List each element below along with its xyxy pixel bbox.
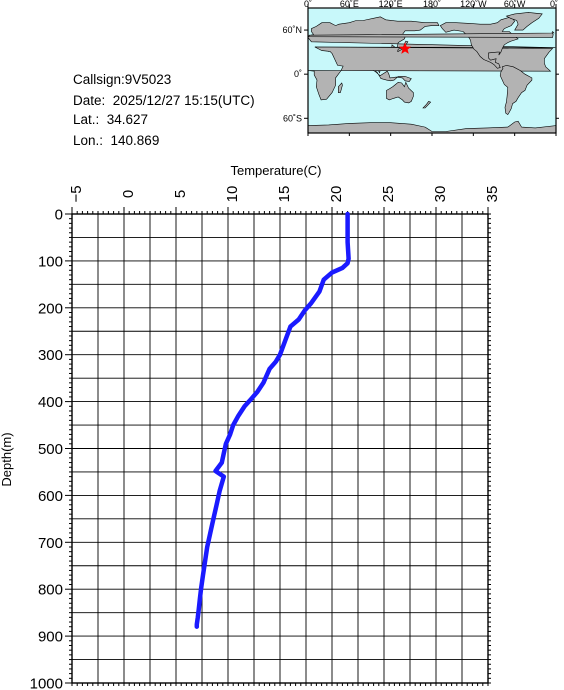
x-tick-label: −5 [68, 185, 85, 202]
map-lat-label: 60˚S [283, 113, 302, 123]
y-tick-label: 500 [38, 441, 63, 458]
australia-land [386, 81, 414, 104]
x-axis-title: Temperature(C) [230, 163, 321, 178]
map-latitude-labels: 60˚N 0˚ 60˚S [282, 25, 302, 123]
map-lon-label: 0˚ [550, 0, 558, 9]
y-tick-label: 0 [55, 207, 63, 224]
y-tick-label: 100 [38, 253, 63, 270]
series-line [194, 211, 351, 629]
south-america-land [499, 65, 533, 116]
y-tick-labels: 0 100 200 300 400 500 600 700 800 900 1000 [30, 207, 63, 690]
chart-ticks [65, 207, 491, 686]
latitude-text: Lat.: 34.627 [73, 112, 149, 127]
map-lon-label: 60˚E [340, 0, 359, 9]
map-lon-label: 0˚ [304, 0, 312, 9]
date-text: Date: 2025/12/27 15:15(UTC) [73, 93, 255, 108]
callsign-text: Callsign:9V5023 [73, 72, 172, 87]
chart-grid [71, 213, 489, 684]
map-lat-label: 0˚ [294, 69, 302, 79]
y-tick-label: 300 [38, 347, 63, 364]
north-america-land [439, 16, 519, 69]
x-tick-label: 25 [380, 186, 397, 203]
x-tick-label: 35 [484, 186, 501, 203]
greenland-land [505, 12, 543, 31]
longitude-text: Lon.: 140.869 [73, 133, 160, 148]
x-tick-label: 15 [276, 186, 293, 203]
x-tick-label: 20 [328, 186, 345, 203]
uk-land [308, 30, 555, 38]
plot-frame [71, 213, 489, 684]
map-lon-label: 120˚E [379, 0, 403, 9]
map-frame [307, 7, 557, 134]
map-lat-label: 60˚N [282, 25, 302, 35]
location-map: 0˚ 60˚E 120˚E 180˚ 120˚W 60˚W 0˚ 60˚N 0˚ 60˚S [282, 0, 559, 136]
map-lon-label: 120˚W [460, 0, 487, 9]
y-tick-label: 400 [38, 394, 63, 411]
y-tick-label: 200 [38, 300, 63, 317]
map-land [307, 12, 557, 134]
y-tick-label: 700 [38, 535, 63, 552]
y-tick-label: 1000 [30, 676, 63, 690]
map-lon-label: 60˚W [504, 0, 526, 9]
x-tick-labels: −5 0 5 10 15 20 25 30 35 [68, 185, 501, 202]
new-zealand-land [422, 101, 432, 109]
x-tick-label: 30 [432, 186, 449, 203]
x-tick-label: 10 [224, 186, 241, 203]
antarctica-land [307, 120, 557, 134]
star-icon [398, 42, 412, 54]
x-tick-label: 5 [172, 190, 189, 198]
x-tick-label: 0 [120, 190, 137, 198]
series-group [194, 211, 351, 629]
y-axis-title: Depth(m) [0, 432, 14, 486]
y-tick-label: 600 [38, 488, 63, 505]
map-longitude-labels: 0˚ 60˚E 120˚E 180˚ 120˚W 60˚W 0˚ [304, 0, 558, 9]
madagascar-land [338, 82, 343, 93]
y-tick-label: 900 [38, 629, 63, 646]
y-tick-label: 800 [38, 582, 63, 599]
map-lon-label: 180˚ [423, 0, 441, 9]
indonesia-land [373, 70, 412, 82]
